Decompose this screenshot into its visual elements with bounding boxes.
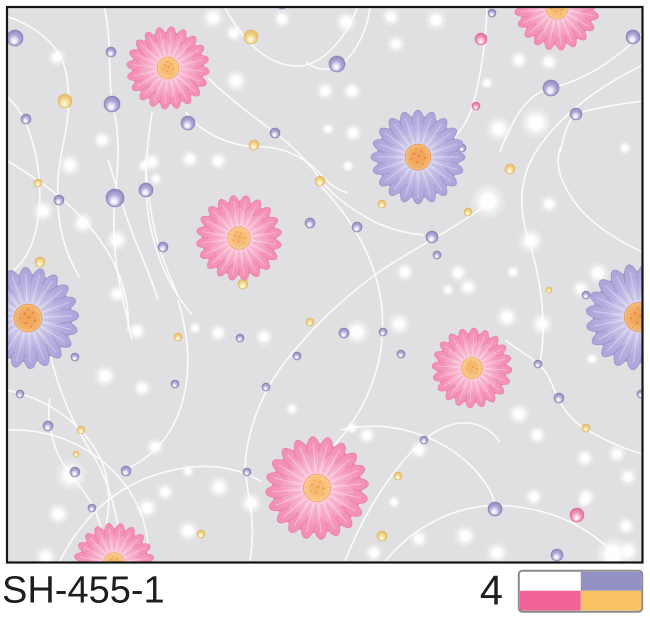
svg-text:SH-455-1: SH-455-1 (2, 570, 165, 612)
svg-text:4: 4 (480, 567, 503, 614)
